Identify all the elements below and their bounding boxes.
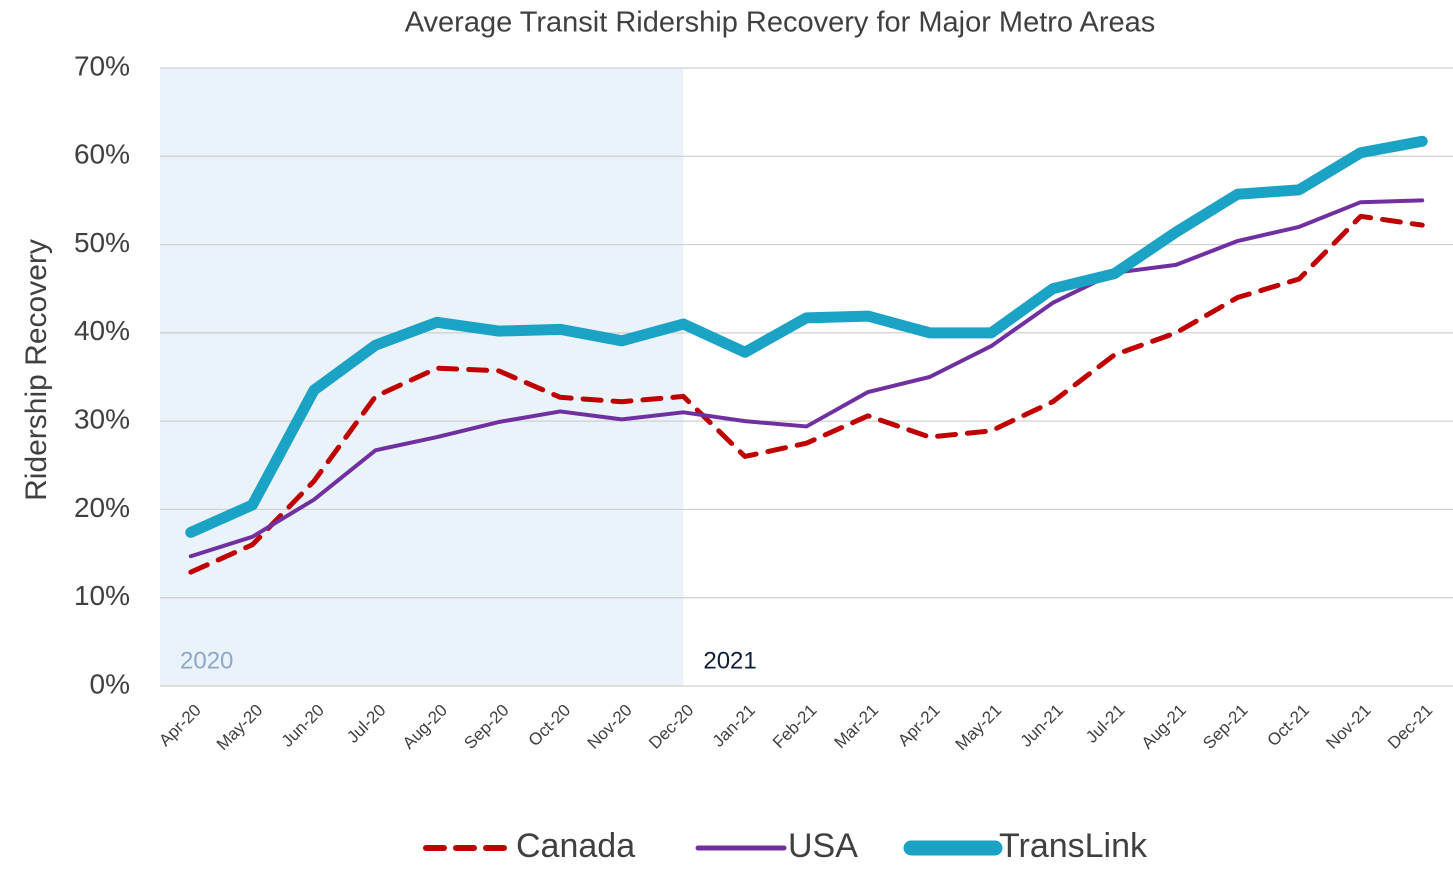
y-tick-label: 40% — [74, 315, 130, 346]
x-tick-label: Aug-20 — [399, 701, 451, 753]
y-tick-label: 50% — [74, 227, 130, 258]
series-line — [188, 198, 1425, 559]
x-tick-label: Jun-21 — [1017, 701, 1067, 751]
y-tick-label: 10% — [74, 580, 130, 611]
y-tick-label: 60% — [74, 139, 130, 170]
y-tick-label: 30% — [74, 404, 130, 435]
chart-title: Average Transit Ridership Recovery for M… — [405, 7, 1156, 39]
x-tick-label: Mar-21 — [831, 701, 883, 753]
legend-label: TransLink — [999, 827, 1148, 865]
x-tick-label: May-21 — [952, 701, 1006, 755]
x-tick-label: Jul-20 — [343, 701, 389, 747]
x-tick-label: Oct-21 — [1264, 701, 1314, 751]
x-tick-label: May-20 — [213, 701, 267, 755]
x-tick-label: Apr-20 — [155, 701, 205, 751]
x-tick-label: Sep-21 — [1199, 701, 1251, 753]
y-tick-label: 70% — [74, 50, 130, 81]
x-tick-label: Jul-21 — [1082, 701, 1128, 747]
period-label: 2021 — [703, 647, 756, 674]
x-tick-label: Nov-20 — [584, 701, 636, 753]
x-tick-label: Dec-20 — [645, 701, 697, 753]
series-line — [185, 135, 1428, 538]
x-tick-label: Jan-21 — [709, 701, 759, 751]
y-tick-label: 0% — [90, 668, 130, 699]
x-tick-label: Sep-20 — [460, 701, 512, 753]
x-tick-label: Nov-21 — [1322, 701, 1374, 753]
x-tick-label: Apr-21 — [894, 701, 944, 751]
x-tick-label: Feb-21 — [769, 701, 821, 753]
x-tick-label: Dec-21 — [1384, 701, 1436, 753]
legend-label: USA — [788, 827, 858, 865]
legend-label: Canada — [516, 827, 635, 865]
x-tick-label: Jun-20 — [278, 701, 328, 751]
y-axis-label: Ridership Recovery — [20, 239, 53, 501]
x-tick-label: Aug-21 — [1138, 701, 1190, 753]
period-label: 2020 — [180, 647, 233, 674]
series-line — [188, 213, 1425, 575]
x-tick-label: Oct-20 — [525, 701, 575, 751]
y-tick-label: 20% — [74, 492, 130, 523]
